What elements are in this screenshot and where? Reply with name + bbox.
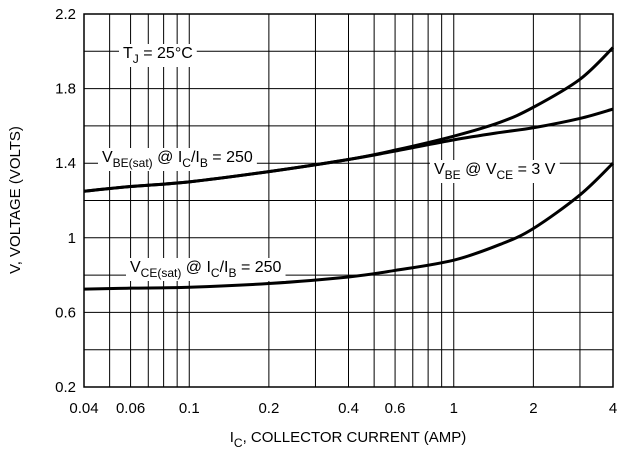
- series-vce-sat-line: [83, 162, 615, 291]
- x-tick-label: 0.4: [338, 400, 359, 417]
- annotation-background: [119, 44, 197, 67]
- plot-frame: [83, 13, 614, 388]
- grid: [83, 13, 614, 388]
- series-vbe-line: [83, 107, 614, 193]
- axis-titles: IC, COLLECTOR CURRENT (AMP) V, VOLTAGE (V…: [7, 126, 466, 450]
- annotation-vbe-sat-label-text: VBE(sat) @ IC/IB = 250: [102, 149, 253, 170]
- annotation-background: [126, 258, 286, 281]
- y-axis-title: V, VOLTAGE (VOLTS): [7, 126, 24, 274]
- x-axis-title: IC, COLLECTOR CURRENT (AMP): [230, 429, 466, 450]
- x-tick-label: 1: [450, 400, 458, 417]
- annotation-vce-sat-label-text: VCE(sat) @ IC/IB = 250: [130, 259, 282, 280]
- annotation-vce-sat-label: VCE(sat) @ IC/IB = 250: [126, 258, 286, 281]
- y-tick-label: 1.4: [55, 155, 76, 172]
- annotations: TJ = 25°C VBE(sat) @ IC/IB = 250 VBE @ VCE…: [98, 44, 560, 281]
- y-tick-label: 2.2: [55, 6, 76, 23]
- annotation-background: [430, 160, 560, 183]
- y-tick-label: 1.8: [55, 81, 76, 98]
- annotation-vbe-label: VBE @ VCE = 3 V: [430, 160, 560, 183]
- annotation-tj: TJ = 25°C: [119, 44, 197, 67]
- annotation-background: [98, 148, 257, 171]
- annotation-vbe-label-text: VBE @ VCE = 3 V: [434, 161, 556, 182]
- x-tick-label: 0.2: [258, 400, 279, 417]
- y-tick-label: 0.6: [55, 304, 76, 321]
- annotation-tj-text: TJ = 25°C: [123, 45, 193, 66]
- y-tick-label: 0.2: [55, 379, 76, 396]
- x-tick-label: 0.1: [179, 400, 200, 417]
- y-tick-label: 1: [68, 230, 76, 247]
- curves: [83, 46, 615, 291]
- annotation-vbe-sat-label: VBE(sat) @ IC/IB = 250: [98, 148, 257, 171]
- tick-labels: 0.04 0.06 0.1 0.2 0.4 0.6 1 2 4 0.2 0.6 1 1.4 1.8 2.2: [55, 6, 617, 417]
- x-tick-label: 0.6: [385, 400, 406, 417]
- x-tick-label: 4: [609, 400, 617, 417]
- x-tick-label: 0.06: [116, 400, 145, 417]
- x-tick-label: 2: [529, 400, 537, 417]
- x-tick-label: 0.04: [69, 400, 98, 417]
